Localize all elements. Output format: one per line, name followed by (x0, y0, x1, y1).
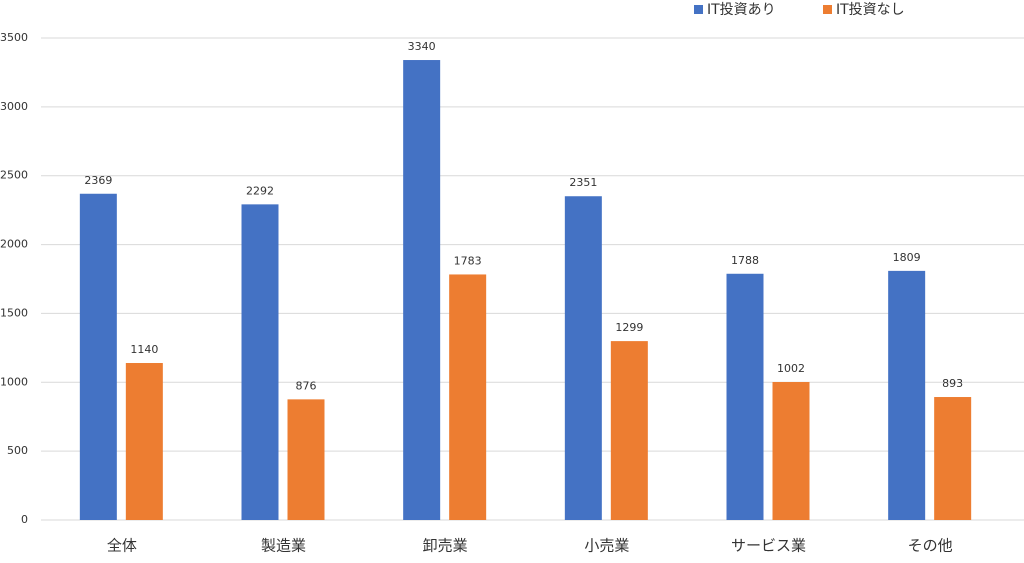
y-tick-label: 0 (21, 513, 28, 526)
data-label: 893 (942, 377, 963, 390)
bar (287, 399, 325, 520)
y-tick-label: 3500 (0, 31, 28, 44)
y-tick-label: 1500 (0, 306, 28, 319)
y-tick-label: 1000 (0, 375, 28, 388)
data-label: 2292 (246, 184, 274, 197)
legend-swatch (694, 5, 703, 14)
data-label: 3340 (408, 40, 436, 53)
bar (403, 60, 441, 520)
data-label: 2351 (569, 176, 597, 189)
bar (726, 273, 764, 520)
x-tick-label: 全体 (107, 537, 137, 555)
legend-swatch (823, 5, 832, 14)
data-label: 1788 (731, 254, 759, 267)
bar (564, 196, 602, 521)
y-tick-label: 500 (7, 444, 28, 457)
bar (449, 274, 487, 520)
bar (241, 204, 279, 520)
data-label: 1299 (615, 321, 643, 334)
x-tick-label: 小売業 (584, 537, 629, 555)
bar (888, 270, 926, 520)
bar (772, 382, 810, 520)
bar (610, 341, 648, 520)
y-tick-label: 2000 (0, 238, 28, 251)
x-tick-label: 製造業 (261, 537, 306, 555)
data-label: 1002 (777, 362, 805, 375)
data-label: 1140 (130, 343, 158, 356)
y-tick-label: 2500 (0, 169, 28, 182)
legend-label: IT投資あり (707, 2, 776, 18)
data-label: 1809 (893, 251, 921, 264)
legend-label: IT投資なし (836, 2, 905, 18)
data-label: 1783 (454, 254, 482, 267)
bar (79, 193, 117, 520)
bar (125, 363, 163, 520)
x-tick-label: サービス業 (731, 537, 806, 555)
bar (934, 397, 972, 520)
data-label: 876 (296, 379, 317, 392)
y-tick-label: 3000 (0, 100, 28, 113)
data-label: 2369 (84, 174, 112, 187)
x-tick-label: 卸売業 (423, 537, 468, 555)
x-tick-label: その他 (908, 537, 953, 555)
